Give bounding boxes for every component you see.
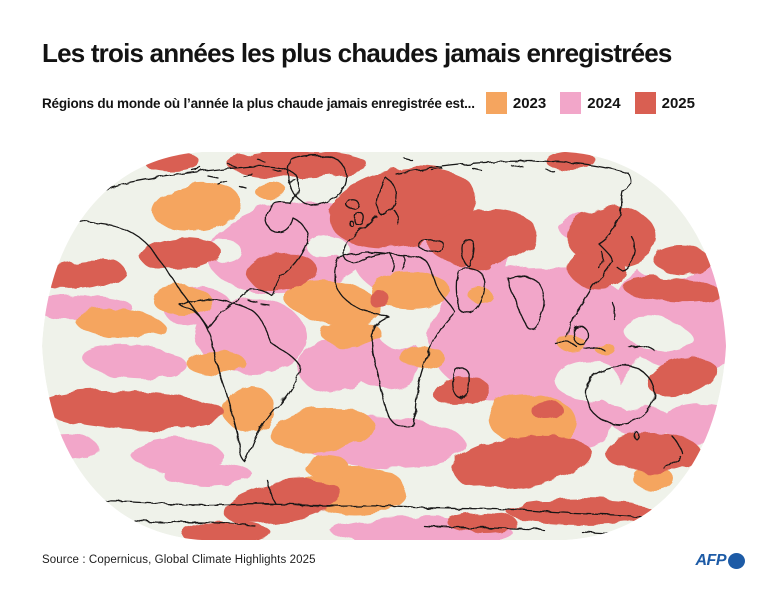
coast-new-zealand xyxy=(664,435,683,470)
legend-label: Régions du monde où l’année la plus chau… xyxy=(42,95,475,111)
page-title: Les trois années les plus chaudes jamais… xyxy=(42,38,672,68)
legend-year-2024: 2024 xyxy=(587,94,621,112)
coastlines xyxy=(55,154,697,537)
coast-uk xyxy=(349,211,364,227)
source-credit: Source : Copernicus, Global Climate High… xyxy=(42,554,316,566)
coast-western-europe xyxy=(342,215,406,272)
coast-iceland xyxy=(345,199,360,210)
coast-arctic-islands xyxy=(191,157,556,307)
swatch-2023 xyxy=(485,92,507,114)
coast-south-america xyxy=(179,298,301,463)
swatch-2024 xyxy=(560,92,582,114)
coast-scandinavia xyxy=(376,177,400,225)
legend-item-2023: 2023 xyxy=(485,92,547,114)
swatch-2025 xyxy=(634,92,656,114)
coast-japan xyxy=(598,236,636,271)
coast-australia xyxy=(585,365,655,440)
legend-item-2025: 2025 xyxy=(634,92,695,114)
legend-year-2025: 2025 xyxy=(661,94,695,112)
world-map-svg xyxy=(42,152,726,540)
coast-antarctica xyxy=(67,478,697,537)
coast-caspian-sea xyxy=(461,238,475,267)
coast-greenland xyxy=(287,154,348,206)
coast-arabia xyxy=(455,267,485,315)
coast-indonesia xyxy=(553,340,655,353)
coast-black-sea xyxy=(417,239,445,252)
afp-logo-dot xyxy=(728,553,745,569)
afp-logo: AFP xyxy=(695,552,745,570)
coast-philippines xyxy=(611,301,617,321)
legend: Régions du monde où l’année la plus chau… xyxy=(42,92,695,114)
world-map xyxy=(42,152,726,540)
legend-items: 2023 2024 2025 xyxy=(485,92,695,114)
regions-2023 xyxy=(75,183,674,514)
legend-item-2024: 2024 xyxy=(560,92,621,114)
coast-borneo xyxy=(572,326,589,345)
regions-2025 xyxy=(42,152,722,540)
legend-year-2023: 2023 xyxy=(512,94,547,112)
afp-logo-text: AFP xyxy=(695,552,727,569)
coast-india xyxy=(507,275,545,330)
coast-madagascar xyxy=(452,367,470,400)
coast-north-america xyxy=(55,165,309,329)
coast-asia-north xyxy=(395,160,631,339)
coast-africa xyxy=(333,251,456,428)
